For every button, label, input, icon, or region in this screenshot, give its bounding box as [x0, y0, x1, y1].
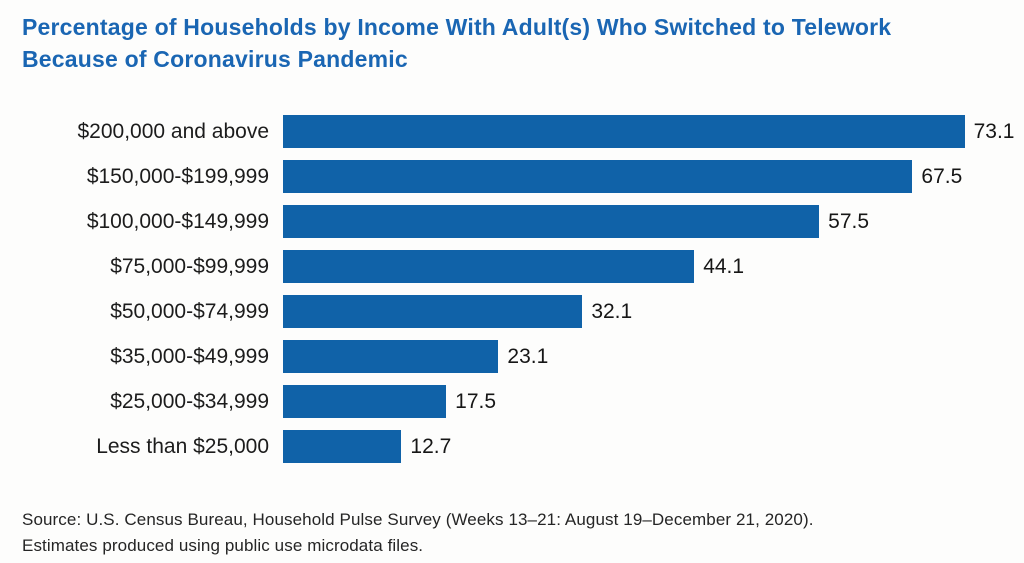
bar	[283, 295, 583, 329]
bar-row: Less than $25,000 12.7	[22, 430, 1002, 464]
value-label: 23.1	[507, 344, 549, 368]
bar	[283, 385, 447, 419]
bar-row: $75,000-$99,999 44.1	[22, 250, 1002, 284]
bar-chart: $200,000 and above 73.1 $150,000-$199,99…	[22, 115, 1014, 464]
category-label: $200,000 and above	[77, 119, 269, 143]
bar	[283, 430, 402, 464]
category-label: $25,000-$34,999	[110, 389, 269, 413]
value-label: 12.7	[410, 434, 452, 458]
bar-track: 57.5	[283, 205, 1002, 239]
source-line-2: Estimates produced using public use micr…	[22, 535, 424, 555]
value-label: 57.5	[828, 209, 870, 233]
bar-row: $100,000-$149,999 57.5	[22, 205, 1002, 239]
category-label: $50,000-$74,999	[110, 299, 269, 323]
category-label: $150,000-$199,999	[86, 164, 269, 188]
bar	[283, 340, 499, 374]
bar-row: $35,000-$49,999 23.1	[22, 340, 1002, 374]
value-label: 73.1	[973, 119, 1015, 143]
category-label: Less than $25,000	[96, 434, 269, 458]
bar	[283, 250, 695, 284]
bar	[283, 205, 820, 239]
bar-track: 73.1	[283, 115, 1014, 149]
category-label: $35,000-$49,999	[110, 344, 269, 368]
value-label: 32.1	[591, 299, 633, 323]
bar-row: $25,000-$34,999 17.5	[22, 385, 1002, 419]
bar-row: $50,000-$74,999 32.1	[22, 295, 1002, 329]
bar-row: $200,000 and above 73.1	[22, 115, 1014, 149]
source-note: Source: U.S. Census Bureau, Household Pu…	[22, 507, 1002, 558]
value-label: 17.5	[455, 389, 497, 413]
chart-title: Percentage of Households by Income With …	[22, 14, 892, 72]
bar-track: 23.1	[283, 340, 1002, 374]
value-label: 44.1	[703, 254, 745, 278]
bar-track: 17.5	[283, 385, 1002, 419]
bar-track: 32.1	[283, 295, 1002, 329]
bar-row: $150,000-$199,999 67.5	[22, 160, 1002, 194]
bar-track: 67.5	[283, 160, 1002, 194]
bar	[283, 115, 965, 149]
bar-track: 44.1	[283, 250, 1002, 284]
source-line-1: Source: U.S. Census Bureau, Household Pu…	[22, 510, 814, 530]
value-label: 67.5	[921, 164, 963, 188]
bar-track: 12.7	[283, 430, 1002, 464]
bar	[283, 160, 913, 194]
category-label: $75,000-$99,999	[110, 254, 269, 278]
category-label: $100,000-$149,999	[86, 209, 269, 233]
